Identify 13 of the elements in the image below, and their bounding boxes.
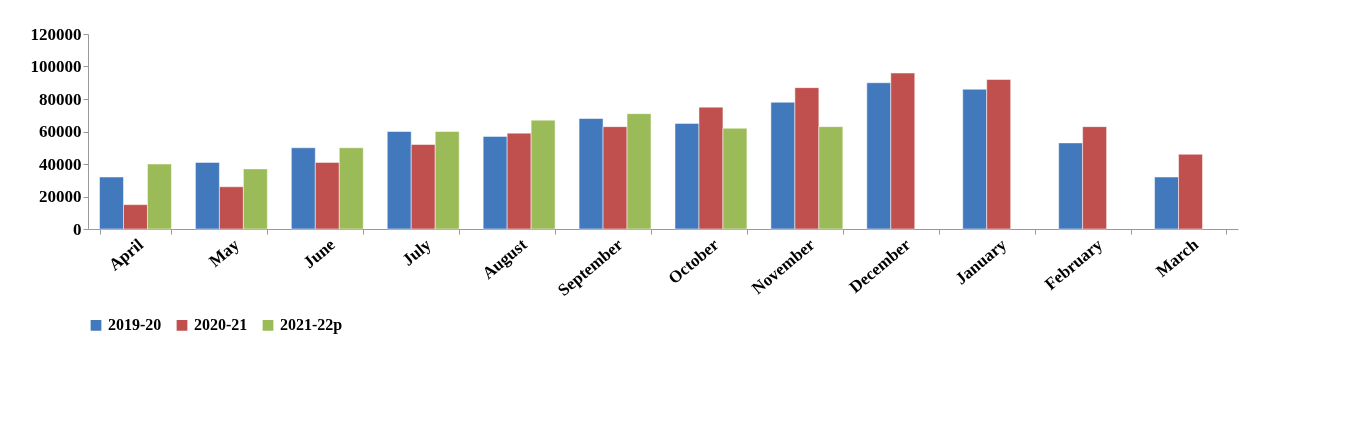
y-tick-label: 80000: [39, 89, 82, 109]
x-tick-label: July: [398, 234, 436, 270]
y-tick-label: 120000: [30, 24, 82, 44]
legend-label: 2021-22p: [280, 316, 343, 335]
x-tick-label: June: [299, 234, 340, 272]
y-tick-label: 20000: [39, 187, 82, 206]
y-tick-label: 40000: [39, 154, 82, 174]
y-tick-label: 0: [73, 219, 82, 239]
legend-label: 2020-21: [194, 316, 248, 334]
y-tick-label: 100000: [30, 57, 82, 76]
legend-label: 2019-20: [108, 316, 162, 334]
y-tick-label: 60000: [39, 122, 82, 141]
x-tick-label: May: [205, 234, 244, 271]
